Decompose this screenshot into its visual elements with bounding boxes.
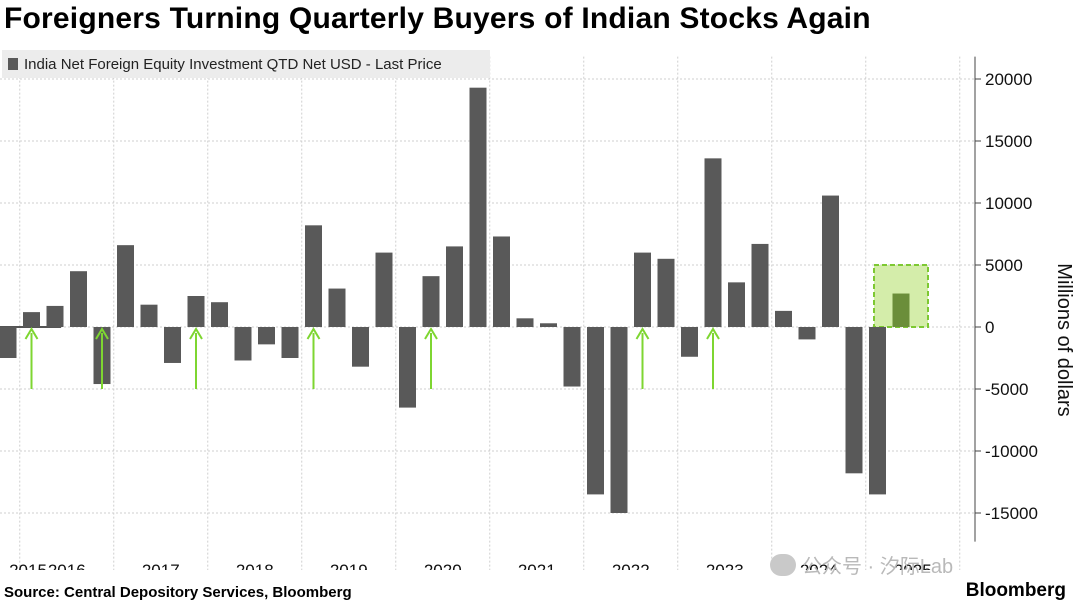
legend-swatch xyxy=(8,58,18,70)
y-tick-label: 5000 xyxy=(985,256,1023,275)
bar xyxy=(775,310,792,327)
bar xyxy=(305,225,322,327)
bar xyxy=(211,302,228,327)
bar xyxy=(493,236,510,327)
legend-label: India Net Foreign Equity Investment QTD … xyxy=(24,56,442,73)
wechat-logo-icon xyxy=(770,553,796,576)
x-tick-label: 2018 xyxy=(236,561,274,570)
bar xyxy=(117,245,134,327)
bar xyxy=(70,271,87,327)
buyer-arrowhead xyxy=(706,327,720,340)
buyer-arrowhead xyxy=(189,327,203,340)
buyer-arrowhead xyxy=(424,327,438,340)
bar xyxy=(23,312,40,327)
bar xyxy=(187,296,205,327)
bar xyxy=(140,304,158,327)
watermark-text: 公众号 · 汐际Lab xyxy=(802,556,954,578)
bar xyxy=(281,327,299,358)
bar xyxy=(399,327,416,408)
legend: India Net Foreign Equity Investment QTD … xyxy=(2,50,490,78)
bar xyxy=(516,318,534,327)
bar xyxy=(469,87,487,328)
bar xyxy=(845,327,863,474)
bar-chart: 20000 15000 10000 5000 0 -5000 -10000 -15000 Mil… xyxy=(0,50,1075,570)
y-tick-label: -10000 xyxy=(985,442,1038,461)
bar xyxy=(234,327,252,361)
bar xyxy=(822,195,839,327)
bar xyxy=(328,288,346,327)
y-tick-label: 20000 xyxy=(985,70,1032,89)
x-tick-label: 2015 xyxy=(9,561,47,570)
bar xyxy=(704,158,722,327)
bar xyxy=(728,282,745,327)
bar xyxy=(681,327,698,357)
y-tick-label: 0 xyxy=(985,318,994,337)
bar xyxy=(258,327,275,345)
buyer-arrowhead xyxy=(635,327,650,340)
x-tick-label: 2019 xyxy=(330,561,368,570)
bar xyxy=(352,327,369,367)
buyer-arrowhead xyxy=(95,327,109,340)
bar xyxy=(798,327,816,340)
bar xyxy=(375,252,393,327)
plot-area: 20000 15000 10000 5000 0 -5000 -10000 -15000 Mil… xyxy=(0,56,1075,570)
x-tick-label: 2016 xyxy=(48,561,86,570)
bar xyxy=(164,327,181,363)
bar xyxy=(446,246,463,327)
legend-background xyxy=(2,50,490,78)
y-tick-label: 15000 xyxy=(985,132,1032,151)
bar xyxy=(422,276,440,327)
x-tick-label: 2025 xyxy=(894,561,932,570)
bloomberg-logo: Bloomberg xyxy=(965,580,1066,601)
x-tick-label: 2023 xyxy=(706,561,744,570)
x-tick-label: 2024 xyxy=(800,561,838,570)
y-tick-label: -5000 xyxy=(985,380,1028,399)
bar xyxy=(610,327,628,513)
bar xyxy=(751,243,769,327)
bar xyxy=(657,258,675,327)
buyer-arrowhead xyxy=(306,327,321,340)
x-tick-label: 2017 xyxy=(142,561,180,570)
source-note: Source: Central Depository Services, Blo… xyxy=(4,584,352,601)
y-axis-title: Millions of dollars xyxy=(1053,263,1075,416)
bar xyxy=(563,327,581,387)
bar xyxy=(892,293,910,327)
bar xyxy=(634,252,651,327)
x-tick-label: 2020 xyxy=(424,561,462,570)
bar xyxy=(587,327,604,495)
bar xyxy=(46,305,64,327)
bar xyxy=(869,327,886,495)
chart-title: Foreigners Turning Quarterly Buyers of I… xyxy=(4,2,871,35)
watermark: 公众号 · 汐际Lab xyxy=(770,550,953,579)
bar xyxy=(540,323,557,327)
x-tick-label: 2021 xyxy=(518,561,556,570)
bar xyxy=(0,327,17,358)
y-tick-label: -15000 xyxy=(985,504,1038,523)
buyer-arrowhead xyxy=(24,327,39,340)
y-tick-label: 10000 xyxy=(985,194,1032,213)
x-tick-label: 2022 xyxy=(612,561,650,570)
